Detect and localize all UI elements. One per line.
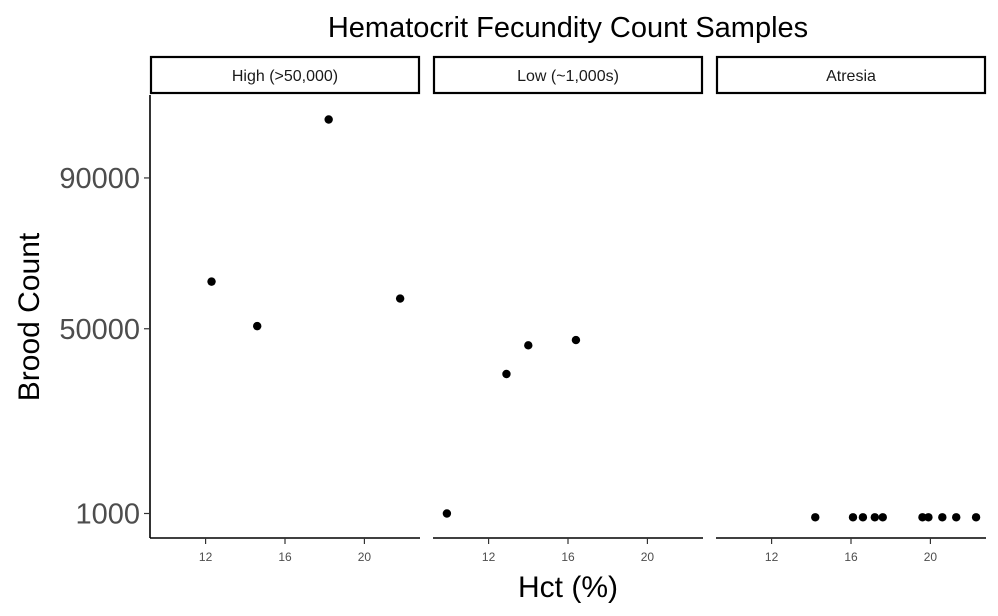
x-tick-label: 16 bbox=[278, 550, 292, 564]
y-tick-label: 90000 bbox=[59, 163, 140, 195]
facet-strip-label: Atresia bbox=[826, 68, 876, 85]
x-tick-label: 20 bbox=[641, 550, 655, 564]
facet-panel: Low (~1,000s) 12 16 20 bbox=[432, 55, 704, 564]
facet-strip-label: Low (~1,000s) bbox=[517, 68, 619, 85]
x-axis-title: Hct (%) bbox=[518, 571, 618, 604]
data-point bbox=[848, 513, 858, 522]
x-tick-label: 12 bbox=[199, 550, 213, 564]
data-point bbox=[524, 341, 533, 350]
x-tick-label: 12 bbox=[765, 550, 779, 564]
data-point bbox=[811, 513, 820, 522]
data-point bbox=[878, 513, 887, 522]
data-point bbox=[502, 369, 511, 379]
y-axis: 1000 50000 90000 bbox=[59, 95, 151, 538]
facet-panel: Atresia 12 16 20 bbox=[715, 55, 987, 564]
chart-title: Hematocrit Fecundity Count Samples bbox=[328, 12, 808, 44]
data-point bbox=[207, 277, 216, 286]
data-point bbox=[938, 513, 947, 522]
facet-strip-label: High (>50,000) bbox=[232, 68, 338, 85]
data-point bbox=[924, 513, 933, 522]
y-axis-title: Brood Count bbox=[13, 232, 46, 401]
x-tick-label: 20 bbox=[358, 550, 372, 564]
data-point bbox=[571, 335, 581, 345]
data-point bbox=[395, 294, 405, 303]
y-tick-label: 50000 bbox=[59, 314, 140, 346]
data-point bbox=[253, 321, 262, 331]
facet-panel: High (>50,000) 12 16 20 bbox=[149, 55, 421, 564]
data-point bbox=[442, 509, 452, 518]
facet-strip bbox=[149, 55, 421, 95]
data-point bbox=[971, 513, 981, 522]
facet-strip bbox=[432, 55, 704, 95]
x-tick-label: 20 bbox=[924, 550, 938, 564]
x-tick-label: 12 bbox=[482, 550, 496, 564]
data-point bbox=[952, 513, 961, 522]
facet-strip bbox=[715, 55, 987, 95]
x-tick-label: 16 bbox=[561, 550, 575, 564]
data-point bbox=[324, 115, 333, 124]
x-tick-label: 16 bbox=[844, 550, 858, 564]
data-point bbox=[918, 513, 927, 522]
data-point bbox=[858, 513, 868, 522]
y-tick-label: 1000 bbox=[75, 498, 140, 530]
data-point bbox=[870, 513, 880, 522]
